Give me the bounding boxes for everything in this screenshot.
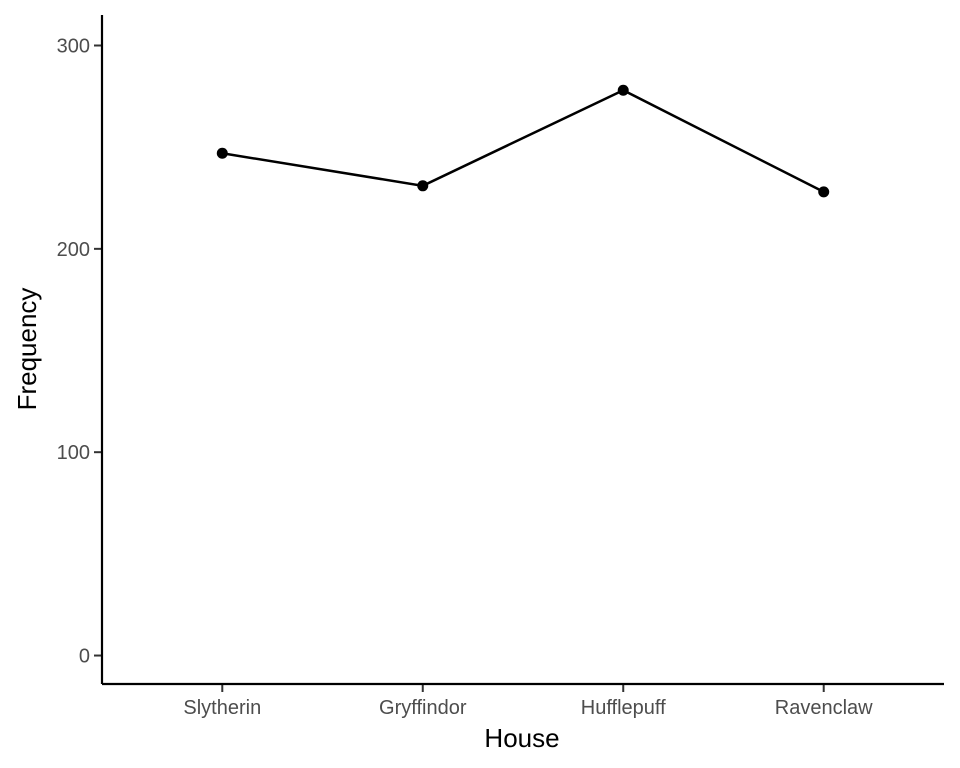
y-tick-label: 0 (79, 646, 90, 668)
series-line-group (216, 84, 830, 198)
x-tick-label: Hufflepuff (581, 697, 666, 719)
x-axis-ticks: Slytherin Gryffindor Hufflepuff Ravenclaw (183, 684, 873, 719)
x-tick-label: Gryffindor (379, 697, 467, 719)
x-tick-label: Ravenclaw (775, 697, 873, 719)
data-point (216, 147, 228, 159)
y-axis-title: Frequency (12, 288, 42, 411)
x-axis-title: House (484, 723, 559, 753)
y-axis-ticks: 0 100 200 300 (57, 36, 102, 668)
data-point (617, 84, 629, 96)
y-tick-label: 200 (57, 239, 90, 261)
data-point (818, 186, 830, 198)
data-point (417, 180, 429, 192)
y-tick-label: 300 (57, 36, 90, 58)
x-tick-label: Slytherin (183, 697, 261, 719)
series-line (222, 88, 825, 194)
y-tick-label: 100 (57, 442, 90, 464)
